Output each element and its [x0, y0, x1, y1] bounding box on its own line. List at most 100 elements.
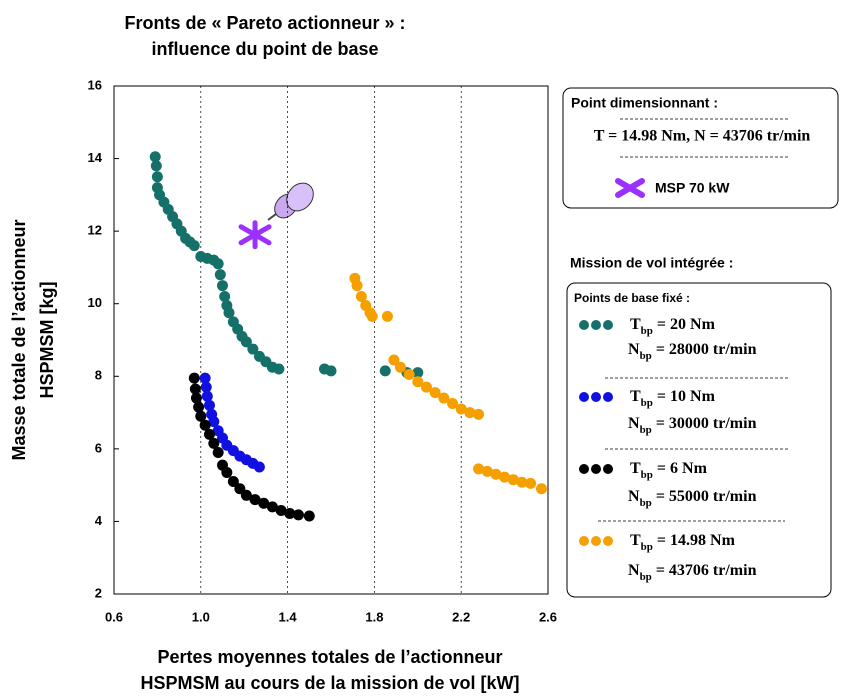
point: [420, 381, 432, 393]
point: [381, 310, 393, 322]
point: [464, 407, 476, 419]
point: [473, 463, 485, 475]
legend-label: Nbp = 30000 tr/min: [628, 415, 757, 436]
box-title: Point dimensionnant :: [571, 95, 718, 111]
point: [412, 367, 424, 379]
legend-marker: [591, 536, 601, 546]
y-tick-label: 16: [88, 77, 102, 92]
y-tick-label: 14: [88, 150, 103, 165]
point: [438, 392, 450, 404]
x-tick-label: 1.0: [192, 609, 210, 624]
point: [247, 343, 259, 355]
plot-frame: [113, 85, 549, 595]
point: [412, 376, 424, 388]
point: [221, 466, 233, 478]
point: [253, 461, 265, 473]
point: [227, 476, 239, 488]
point: [200, 381, 212, 393]
point: [303, 510, 315, 522]
point: [149, 151, 161, 163]
y-axis-label: Masse totale de l’actionneur: [9, 219, 29, 460]
point: [217, 280, 228, 292]
point: [273, 363, 285, 375]
y-tick-label: 10: [88, 295, 102, 310]
legend-label: Nbp = 28000 tr/min: [628, 341, 757, 362]
point: [193, 401, 205, 413]
legend-label: Tbp = 10 Nm: [630, 388, 716, 409]
point: [203, 428, 215, 440]
point: [188, 372, 200, 384]
point: [258, 497, 270, 509]
info-box: [562, 87, 839, 209]
point: [201, 390, 213, 402]
point: [455, 403, 467, 415]
legend-title: Mission de vol intégrée :: [570, 255, 733, 271]
x-axis-label: Pertes moyennes totales de l’actionneur: [157, 647, 502, 667]
point: [292, 509, 304, 521]
legend-subtitle: Points de base fixé :: [574, 291, 690, 305]
x-axis-label: HSPMSM au cours de la mission de vol [kW…: [140, 673, 519, 693]
point: [366, 310, 378, 322]
box-text: T = 14.98 Nm, N = 43706 tr/min: [594, 128, 811, 145]
point: [189, 383, 201, 395]
point: [447, 398, 459, 409]
x-tick-label: 2.6: [539, 609, 557, 624]
point: [379, 365, 391, 377]
chart-title: Fronts de « Pareto actionneur » :: [124, 13, 405, 33]
legend-marker: [603, 464, 613, 474]
legend-label: Tbp = 20 Nm: [630, 316, 716, 337]
point: [473, 408, 485, 420]
point: [525, 477, 537, 489]
x-tick-label: 0.6: [105, 609, 123, 624]
point: [490, 468, 502, 480]
point: [203, 399, 215, 411]
y-tick-label: 12: [88, 223, 102, 238]
pin-icon: [267, 182, 314, 221]
x-tick-label: 1.4: [279, 609, 298, 624]
point: [195, 410, 207, 422]
y-tick-label: 2: [95, 585, 102, 600]
point: [188, 240, 200, 252]
point: [150, 160, 162, 172]
point: [240, 336, 252, 348]
point: [351, 280, 363, 292]
legend-cross: [615, 178, 645, 198]
point: [535, 483, 547, 495]
point: [208, 416, 220, 428]
point: [208, 437, 220, 449]
point: [219, 290, 231, 302]
legend-marker: [579, 320, 589, 330]
point: [284, 507, 296, 519]
y-axis-label: HSPMSM [kg]: [37, 282, 57, 399]
point: [266, 501, 278, 513]
point: [249, 494, 261, 506]
point: [214, 269, 226, 281]
legend-marker: [591, 464, 601, 474]
point: [212, 258, 224, 270]
point: [199, 372, 211, 384]
msp-cross: [238, 220, 272, 250]
legend-marker: [579, 464, 589, 474]
point: [429, 387, 441, 399]
point: [499, 471, 511, 483]
legend-marker: [603, 392, 613, 402]
legend-label: Tbp = 14.98 Nm: [630, 532, 736, 553]
point: [516, 476, 528, 488]
point: [507, 474, 519, 486]
legend-marker: [579, 392, 589, 402]
point: [240, 489, 252, 501]
point: [394, 361, 406, 373]
point: [355, 290, 367, 302]
point: [388, 354, 400, 366]
legend-marker: [591, 320, 601, 330]
x-tick-label: 1.8: [365, 609, 383, 624]
y-tick-label: 4: [95, 513, 103, 528]
point: [190, 392, 202, 404]
legend-label: MSP 70 kW: [655, 180, 730, 196]
x-tick-label: 2.2: [452, 609, 470, 624]
point: [275, 505, 287, 517]
y-tick-label: 6: [95, 440, 102, 455]
legend-box: [566, 282, 832, 598]
legend-label: Tbp = 6 Nm: [630, 460, 708, 481]
point: [212, 446, 224, 458]
